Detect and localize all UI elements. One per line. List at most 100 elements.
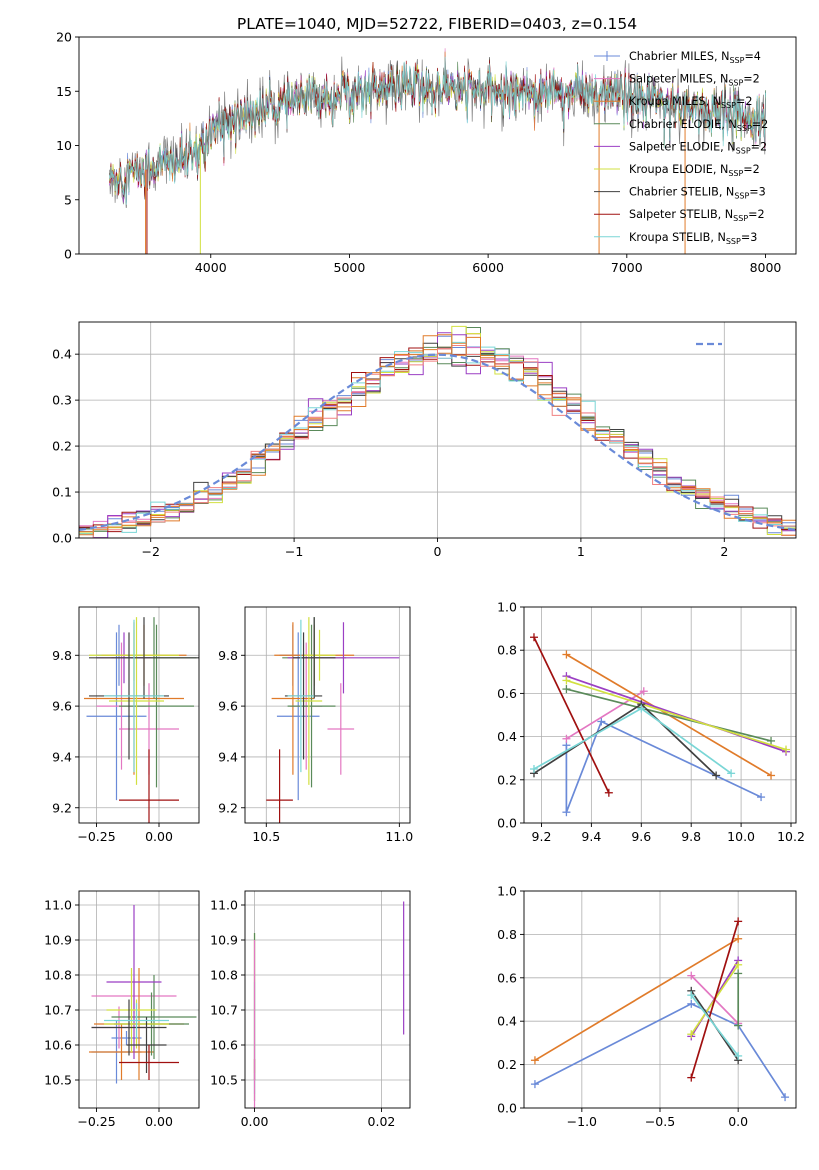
- x-tick-label: 9.8: [681, 829, 701, 844]
- x-tick-label: 2: [720, 544, 728, 559]
- legend-label-tail: =2: [736, 95, 753, 108]
- legend-label-main: Chabrier MILES, N: [629, 50, 729, 63]
- legend-label-tail: =2: [752, 118, 769, 131]
- y-tick-label: 11.0: [210, 898, 238, 913]
- y-tick-label: 1.0: [497, 600, 517, 615]
- y-tick-label: 0.8: [497, 643, 517, 658]
- x-tick-label: 4000: [195, 260, 227, 275]
- y-tick-label: 0.2: [497, 772, 517, 787]
- axes-frame: [244, 606, 411, 824]
- legend-label: Kroupa MILES, NSSP=2: [629, 95, 752, 110]
- axes-frame: [78, 36, 797, 255]
- y-tick-label: 9.4: [52, 749, 72, 764]
- y-tick-label: 5: [64, 192, 72, 207]
- legend-label-sub: SSP: [733, 214, 748, 223]
- residual-histogram-panel: −2 −1 0 1 2 0.0 0.1 0.2 0.3 0.4: [52, 321, 797, 559]
- y-tick-label: 0.2: [52, 439, 72, 454]
- y-tick-label: 0.4: [497, 729, 517, 744]
- y-tick-label: 10.6: [210, 1038, 238, 1053]
- x-tick-label: 10.5: [252, 829, 280, 844]
- y-tick-label: 0.2: [497, 1057, 517, 1072]
- y-tick-label: 0.0: [52, 531, 72, 546]
- legend-label-sub: SSP: [728, 79, 743, 88]
- axes-frame: [244, 890, 411, 1109]
- y-tick-label: 0.4: [52, 347, 72, 362]
- error-bar-point: [106, 905, 162, 1059]
- legend-label-main: Chabrier ELODIE, N: [629, 118, 737, 131]
- legend-label: Kroupa STELIB, NSSP=3: [629, 231, 757, 246]
- legend-label-tail: =2: [743, 73, 760, 86]
- error-bar-point: [126, 1017, 167, 1073]
- legend-label-main: Salpeter STELIB, N: [629, 208, 733, 221]
- legend-label: Chabrier MILES, NSSP=4: [629, 50, 761, 65]
- axes-frame: [78, 890, 200, 1109]
- y-tick-label: 0.0: [497, 816, 517, 831]
- plot-area: [89, 905, 197, 1084]
- weight-series-line: [566, 688, 772, 742]
- x-tick-label: −0.25: [77, 1114, 115, 1129]
- mass-vs-metallicity-panel: −0.25 0.00 10.5 10.6 10.7 10.8 10.9 11.0: [44, 890, 200, 1129]
- x-tick-label: 0.0: [728, 1114, 748, 1129]
- x-tick-label: 0.02: [368, 1114, 396, 1129]
- y-tick-label: 0: [64, 247, 72, 262]
- x-tick-label: 1: [577, 544, 585, 559]
- x-tick-label: 0.00: [145, 829, 173, 844]
- error-bar-point: [327, 683, 355, 775]
- x-tick-label: −0.5: [645, 1114, 675, 1129]
- y-tick-label: 1.0: [497, 884, 517, 899]
- y-tick-label: 10.7: [210, 1003, 238, 1018]
- weight-vs-metallicity-panel: −1.0 −0.5 0.0 0.0 0.2 0.4 0.6 0.8 1.0: [497, 884, 797, 1129]
- legend-label: Salpeter ELODIE, NSSP=2: [629, 140, 767, 155]
- y-tick-label: 9.8: [52, 648, 72, 663]
- legend-label: Kroupa ELODIE, NSSP=2: [629, 163, 760, 178]
- x-tick-label: 10.0: [727, 829, 755, 844]
- legend-label-tail: =2: [751, 140, 768, 153]
- weight-series-line: [690, 921, 740, 1078]
- legend-label-tail: =2: [743, 163, 760, 176]
- mass-vs-extinction-panel: 0.00 0.02 10.5 10.6 10.7 10.8 10.9 11.0: [210, 890, 411, 1129]
- x-tick-label: 6000: [472, 260, 504, 275]
- y-tick-label: 10.7: [44, 1003, 72, 1018]
- x-tick-label: 9.2: [532, 829, 552, 844]
- y-tick-label: 9.2: [52, 800, 72, 815]
- plot-area: [529, 633, 791, 817]
- error-bar-point: [292, 617, 336, 699]
- model-spectrum-line: [109, 56, 766, 205]
- error-bar-point: [104, 1003, 169, 1038]
- x-tick-label: −2: [141, 544, 159, 559]
- x-tick-label: −0.25: [77, 829, 115, 844]
- normal-distribution-curve: [79, 353, 796, 531]
- y-tick-label: 9.6: [218, 699, 238, 714]
- x-tick-label: 10.2: [777, 829, 805, 844]
- error-bar-point: [266, 749, 293, 823]
- axes-frame: [78, 606, 200, 824]
- legend-label-main: Chabrier STELIB, N: [629, 186, 734, 199]
- y-tick-label: 10.6: [44, 1038, 72, 1053]
- x-tick-label: −1.0: [567, 1114, 597, 1129]
- legend-label-main: Kroupa STELIB, N: [629, 231, 726, 244]
- error-bar-point: [89, 617, 199, 699]
- error-bar-point: [104, 619, 164, 773]
- y-tick-label: 9.4: [218, 749, 238, 764]
- y-tick-label: 0.1: [52, 485, 72, 500]
- weight-series-line: [566, 679, 787, 751]
- weight-series-line: [534, 937, 739, 1062]
- plot-area: [266, 617, 400, 823]
- x-tick-label: 9.6: [631, 829, 651, 844]
- error-bar-point: [109, 617, 164, 785]
- legend-label-sub: SSP: [734, 192, 749, 201]
- y-tick-label: 0.0: [497, 1101, 517, 1116]
- x-tick-label: −1: [285, 544, 303, 559]
- y-tick-label: 0.4: [497, 1014, 517, 1029]
- legend-label-sub: SSP: [737, 124, 752, 133]
- y-tick-label: 10.8: [44, 968, 72, 983]
- weight-vs-age-panel: 9.2 9.4 9.6 9.8 10.0 10.2 0.0 0.2 0.4 0.6 0.8 1.0: [497, 600, 805, 845]
- error-bar-point: [287, 624, 336, 788]
- error-bar-point: [89, 1024, 154, 1080]
- spectrum-panel: 4000 5000 6000 7000 8000 0 5 10 15 20 Chabrier MIL…: [56, 30, 797, 275]
- x-tick-label: 0: [434, 544, 442, 559]
- error-bar-point: [287, 619, 315, 773]
- y-tick-label: 9.2: [218, 800, 238, 815]
